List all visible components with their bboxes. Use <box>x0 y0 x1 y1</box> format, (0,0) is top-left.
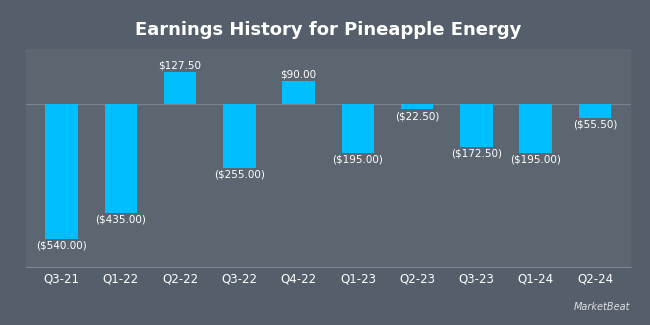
Bar <box>282 81 315 104</box>
Bar <box>105 104 137 213</box>
Bar <box>342 104 374 153</box>
Text: MarketBeat: MarketBeat <box>574 302 630 312</box>
Text: ($172.50): ($172.50) <box>451 149 502 159</box>
Text: ($255.00): ($255.00) <box>214 169 265 179</box>
Text: ($55.50): ($55.50) <box>573 120 617 129</box>
Text: ($195.00): ($195.00) <box>510 154 561 164</box>
Bar <box>46 104 78 239</box>
Text: ($540.00): ($540.00) <box>36 241 87 251</box>
Bar <box>401 104 434 110</box>
Title: Earnings History for Pineapple Energy: Earnings History for Pineapple Energy <box>135 21 521 39</box>
Text: ($435.00): ($435.00) <box>96 214 146 225</box>
Text: ($22.50): ($22.50) <box>395 111 439 121</box>
Text: $90.00: $90.00 <box>281 70 317 80</box>
Text: $127.50: $127.50 <box>159 60 202 70</box>
Text: ($195.00): ($195.00) <box>332 154 384 164</box>
Bar <box>164 72 196 104</box>
Bar <box>519 104 552 153</box>
Bar <box>223 104 255 168</box>
Bar <box>460 104 493 147</box>
Bar <box>578 104 611 118</box>
